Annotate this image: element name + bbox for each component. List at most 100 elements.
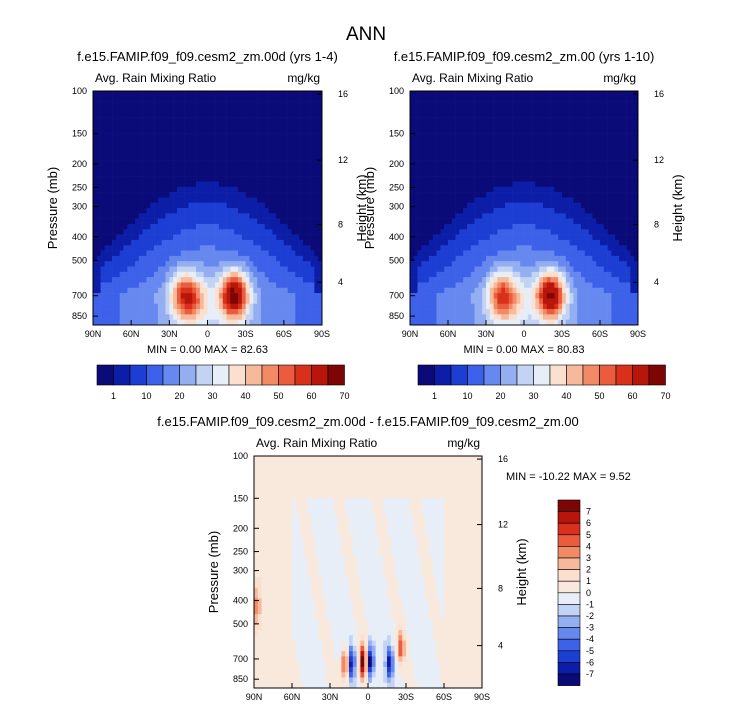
heatmap-cell: [501, 213, 506, 219]
heatmap-cell: [588, 91, 593, 97]
heatmap-cell: [215, 106, 220, 113]
heatmap-cell: [463, 101, 468, 108]
heatmap-cell: [161, 176, 166, 182]
heatmap-cell: [596, 192, 601, 198]
heatmap-cell: [592, 176, 597, 182]
heatmap-cell: [482, 202, 487, 209]
heatmap-cell: [318, 197, 323, 203]
heatmap-cell: [230, 96, 235, 102]
heatmap-cell: [302, 202, 308, 209]
heatmap-cell: [318, 192, 323, 198]
heatmap-cell: [134, 122, 140, 129]
heatmap-cell: [249, 160, 254, 166]
heatmap-cell: [588, 160, 593, 166]
heatmap-cell: [119, 287, 124, 294]
heatmap-cell: [474, 234, 479, 241]
heatmap-cell: [108, 255, 113, 262]
heatmap-cell: [112, 255, 117, 262]
heatmap-cell: [184, 229, 189, 235]
heatmap-cell: [512, 101, 517, 108]
heatmap-cell: [211, 149, 216, 156]
heatmap-cell: [165, 250, 170, 257]
heatmap-cell: [520, 101, 525, 108]
heatmap-cell: [230, 186, 235, 193]
heatmap-cell: [562, 277, 567, 283]
heatmap-cell: [448, 117, 453, 124]
heatmap-cell: [524, 138, 529, 145]
heatmap-cell: [276, 309, 281, 315]
heatmap-cell: [470, 117, 475, 124]
heatmap-cell: [157, 165, 162, 172]
heatmap-cell: [421, 239, 426, 246]
heatmap-cell: [192, 245, 197, 251]
heatmap-cell: [455, 271, 460, 278]
heatmap-cell: [112, 154, 117, 161]
heatmap-cell: [436, 298, 441, 305]
heatmap-cell: [482, 176, 487, 182]
heatmap-cell: [474, 117, 479, 124]
heatmap-cell: [283, 255, 288, 262]
heatmap-cell: [603, 229, 608, 235]
heatmap-cell: [207, 91, 212, 97]
heatmap-cell: [455, 213, 460, 219]
heatmap-cell: [584, 271, 589, 278]
heatmap-cell: [486, 266, 491, 273]
heatmap-cell: [512, 133, 517, 140]
heatmap-cell: [592, 261, 597, 267]
heatmap-cell: [463, 223, 468, 230]
heatmap-cell: [482, 112, 487, 118]
heatmap-cell: [180, 266, 185, 273]
heatmap-cell: [119, 277, 124, 283]
heatmap-cell: [215, 223, 220, 230]
heatmap-cell: [501, 245, 506, 251]
heatmap-cell: [264, 255, 269, 262]
heatmap-cell: [249, 266, 254, 273]
heatmap-cell: [474, 245, 479, 251]
heatmap-cell: [429, 298, 434, 305]
heatmap-cell: [478, 218, 483, 225]
heatmap-cell: [550, 266, 555, 273]
heatmap-cell: [432, 96, 437, 102]
heatmap-cell: [218, 186, 224, 193]
heatmap-cell: [161, 192, 166, 198]
heatmap-cell: [295, 245, 300, 251]
heatmap-cell: [493, 202, 498, 209]
heatmap-cell: [230, 176, 235, 182]
heatmap-cell: [455, 255, 460, 262]
heatmap-cell: [546, 112, 551, 118]
heatmap-cell: [573, 234, 578, 241]
heatmap-cell: [489, 282, 494, 289]
heatmap-cell: [245, 277, 250, 283]
heatmap-cell: [93, 266, 98, 273]
heatmap-cell: [287, 319, 292, 326]
heatmap-cell: [96, 245, 101, 251]
heatmap-cell: [482, 287, 487, 294]
heatmap-cell: [451, 282, 456, 289]
heatmap-cell: [413, 154, 418, 161]
heatmap-cell: [287, 154, 292, 161]
heatmap-cell: [432, 91, 437, 97]
heatmap-cell: [470, 112, 475, 118]
heatmap-cell: [100, 266, 105, 273]
heatmap-cell: [425, 96, 430, 102]
heatmap-cell: [257, 192, 262, 198]
heatmap-cell: [562, 223, 567, 230]
heatmap-cell: [150, 255, 155, 262]
heatmap-cell: [134, 133, 140, 140]
heatmap-cell: [188, 117, 193, 124]
heatmap-cell: [607, 128, 612, 134]
heatmap-cell: [436, 271, 441, 278]
heatmap-cell: [138, 218, 143, 225]
heatmap-cell: [459, 255, 464, 262]
heatmap-cell: [505, 96, 510, 102]
heatmap-cell: [196, 91, 201, 97]
heatmap-cell: [272, 287, 277, 294]
heatmap-cell: [314, 261, 319, 267]
heatmap-cell: [169, 91, 174, 97]
heatmap-cell: [505, 133, 510, 140]
heatmap-cell: [100, 314, 105, 320]
heatmap-cell: [467, 298, 472, 305]
heatmap-cell: [306, 255, 311, 262]
heatmap-cell: [505, 271, 510, 278]
heatmap-cell: [565, 255, 570, 262]
